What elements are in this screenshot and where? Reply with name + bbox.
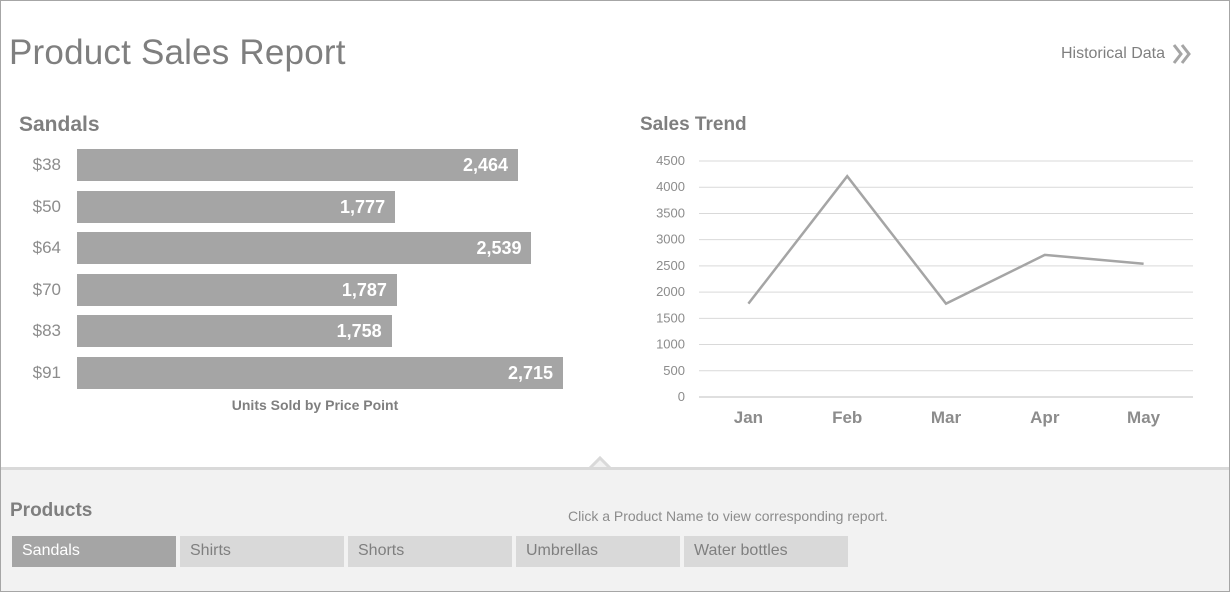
sales-trend-line-chart: 0 500 1000 1500 2000 2500 3000 3500 4000 4500 Jan F… (656, 153, 1193, 427)
bar: 1,758 (77, 315, 392, 347)
bar-category-label: $70 (32, 279, 61, 299)
y-tick-label: 3000 (656, 232, 685, 247)
bar: 2,715 (77, 356, 563, 389)
bar-row: $38 2,464 (1, 149, 601, 181)
historical-data-label: Historical Data (1060, 45, 1165, 62)
bar: 1,777 (77, 190, 396, 223)
bar-value-label: 2,539 (476, 238, 522, 258)
products-hint: Click a Product Name to view correspondi… (568, 508, 888, 524)
bar-value-label: 2,464 (463, 155, 509, 175)
bar-category-label: $64 (32, 238, 61, 257)
double-chevron-right-icon (1172, 44, 1191, 64)
y-tick-label: 500 (663, 363, 685, 378)
x-tick-label: May (1127, 408, 1161, 427)
tab-shorts[interactable]: Shorts (348, 536, 512, 567)
bar: 1,787 (77, 273, 397, 306)
page-title: Product Sales Report (9, 33, 346, 72)
bar-row: $70 1,787 (1, 273, 601, 306)
bar-value-label: 1,787 (341, 279, 387, 300)
y-tick-label: 1000 (656, 337, 685, 352)
historical-data-link[interactable]: Historical Data (1061, 43, 1193, 65)
bar-value-label: 1,777 (340, 196, 386, 217)
bar-category-label: $91 (32, 362, 61, 382)
y-tick-label: 4500 (656, 153, 685, 168)
y-tick-label: 1500 (656, 310, 685, 325)
tab-shirts[interactable]: Shirts (180, 536, 344, 567)
bar-chart-caption: Units Sold by Price Point (231, 397, 399, 413)
products-title: Products (10, 500, 93, 521)
bar-chart-title: Sandals (19, 113, 100, 136)
bar: 2,464 (77, 149, 519, 181)
y-tick-label: 4000 (656, 179, 685, 194)
bar-category-label: $83 (32, 321, 61, 340)
tab-water-bottles[interactable]: Water bottles (684, 536, 848, 567)
products-panel: Products Click a Product Name to view co… (1, 467, 1229, 591)
y-tick-label: 2000 (656, 284, 685, 299)
x-tick-label: Apr (1030, 408, 1060, 427)
bar-row: $91 2,715 (1, 356, 601, 389)
bar-category-label: $50 (32, 196, 61, 216)
bar-value-label: 1,758 (336, 321, 382, 341)
bar-row: $64 2,539 (1, 232, 601, 264)
bar-row: $50 1,777 (1, 190, 601, 223)
y-tick-label: 0 (678, 389, 685, 404)
x-tick-label: Mar (931, 408, 962, 427)
bar-category-label: $38 (32, 155, 61, 174)
trend-chart-title: Sales Trend (640, 114, 747, 135)
bar-row: $83 1,758 (1, 315, 601, 347)
x-tick-label: Jan (734, 408, 763, 427)
y-tick-label: 3500 (656, 205, 685, 220)
x-tick-label: Feb (832, 408, 862, 427)
bar-value-label: 2,715 (507, 362, 553, 383)
y-tick-label: 2500 (656, 258, 685, 273)
product-tabs: Sandals Shirts Shorts Umbrellas Water bottle… (12, 536, 848, 567)
tab-umbrellas[interactable]: Umbrellas (516, 536, 680, 567)
bar: 2,539 (77, 232, 532, 264)
tab-sandals[interactable]: Sandals (12, 536, 176, 567)
